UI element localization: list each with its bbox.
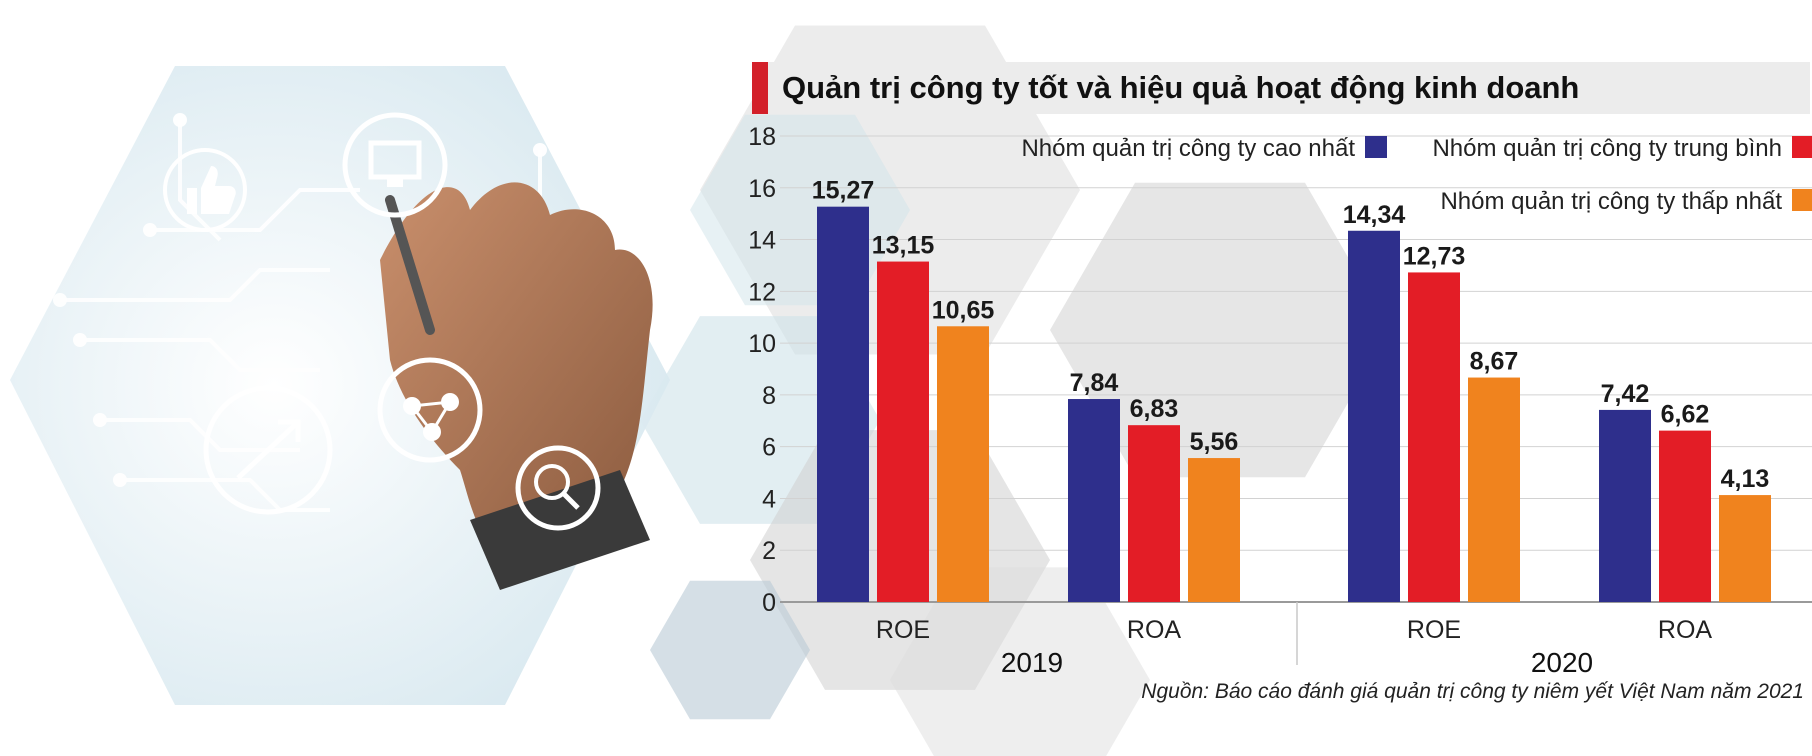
y-tick-label: 8: [762, 382, 776, 410]
bg-hexagon: [890, 567, 1150, 756]
bar: [1719, 495, 1771, 602]
y-tick-label: 6: [762, 434, 776, 462]
legend-swatch: [1792, 189, 1812, 211]
monitor-icon: [342, 112, 448, 218]
data-label: 10,65: [932, 296, 995, 324]
group-label: 2020: [1531, 647, 1593, 678]
chart-bars: [817, 206, 1771, 602]
data-label: 13,15: [872, 232, 935, 260]
title-bar: [752, 62, 1810, 114]
y-tick-label: 0: [762, 589, 776, 617]
legend-label: Nhóm quản trị công ty trung bình: [1432, 135, 1782, 162]
legend-label: Nhóm quản trị công ty cao nhất: [1021, 135, 1355, 162]
x-axis: ROE ROA ROE ROA 2019 2020: [876, 602, 1713, 678]
chart-title: Quản trị công ty tốt và hiệu quả hoạt độ…: [782, 70, 1580, 105]
data-label: 6,62: [1661, 401, 1710, 429]
x-tick-label: ROA: [1658, 616, 1713, 644]
data-label: 5,56: [1190, 428, 1239, 456]
network-nodes-icon: [377, 357, 483, 463]
y-tick-label: 16: [748, 175, 776, 203]
illustration: [10, 66, 670, 705]
y-axis: 0 2 4 6 8 10 12 14 16 18: [748, 123, 776, 617]
x-tick-label: ROA: [1127, 616, 1182, 644]
y-tick-label: 18: [748, 123, 776, 151]
legend: Nhóm quản trị công ty cao nhất Nhóm quản …: [1021, 135, 1812, 215]
bar: [1068, 399, 1120, 602]
thumbs-up-icon: [163, 148, 247, 232]
title-accent: [752, 62, 768, 114]
growth-arrow-icon: [203, 385, 333, 515]
y-tick-label: 10: [748, 330, 776, 358]
source-note: Nguồn: Báo cáo đánh giá quản trị công ty…: [1141, 680, 1804, 703]
y-tick-label: 12: [748, 278, 776, 306]
bar: [1468, 377, 1520, 602]
data-label: 6,83: [1130, 395, 1179, 423]
bar: [1348, 230, 1400, 602]
data-label: 15,27: [812, 177, 875, 205]
bar: [1408, 272, 1460, 602]
bar: [1188, 458, 1240, 602]
legend-label: Nhóm quản trị công ty thấp nhất: [1440, 188, 1782, 215]
bg-hexagon: [1050, 182, 1390, 478]
data-label: 7,42: [1601, 380, 1650, 408]
bar: [877, 261, 929, 602]
legend-swatch: [1365, 136, 1387, 158]
bg-hexagon: [650, 580, 810, 720]
magnifier-icon: [515, 445, 601, 531]
bar: [1659, 430, 1711, 602]
bar: [1599, 409, 1651, 602]
x-tick-label: ROE: [1407, 616, 1461, 644]
bar: [937, 326, 989, 602]
group-label: 2019: [1001, 647, 1063, 678]
y-tick-label: 14: [748, 227, 776, 255]
bar: [1128, 425, 1180, 602]
y-tick-label: 2: [762, 537, 776, 565]
data-label: 7,84: [1070, 369, 1119, 397]
data-label: 14,34: [1343, 201, 1406, 229]
data-label: 4,13: [1721, 465, 1770, 493]
data-label: 8,67: [1470, 348, 1519, 376]
bar: [817, 206, 869, 602]
data-label: 12,73: [1403, 242, 1466, 270]
data-labels: 15,27 13,15 10,65 7,84 6,83 5,56 14,34 12,73 8,6…: [812, 177, 1770, 493]
y-tick-label: 4: [762, 485, 776, 513]
x-tick-label: ROE: [876, 616, 930, 644]
legend-swatch: [1792, 136, 1812, 158]
